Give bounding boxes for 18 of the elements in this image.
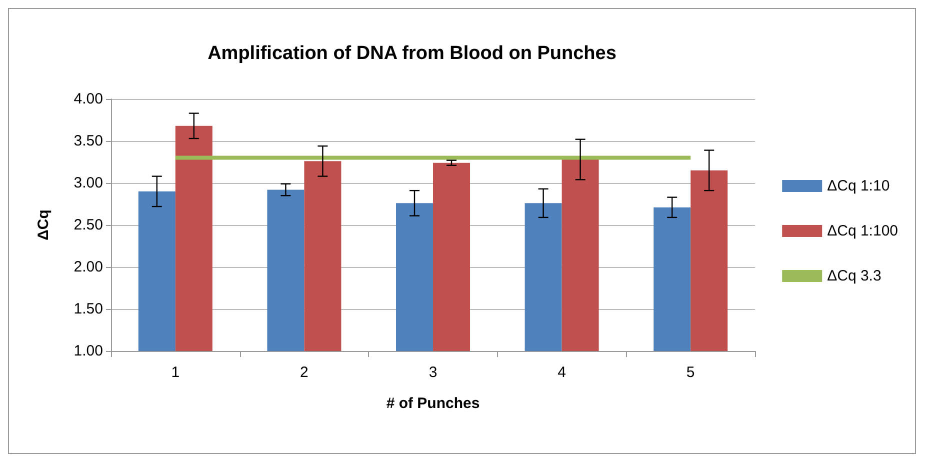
x-tick-label: 3 [428,364,438,381]
legend-label: ΔCq 1:100 [827,222,898,240]
y-tick-label: 2.50 [74,216,103,234]
legend-label: ΔCq 3.3 [827,268,882,284]
y-axis-title: ΔCq [35,210,52,240]
legend-label: ΔCq 1:10 [827,178,890,194]
x-tick-label: 1 [171,364,180,381]
x-tick-label: 2 [300,364,308,381]
y-tick-label: 3.00 [74,174,103,192]
y-tick-label: 3.50 [74,132,103,150]
y-tick-label: 2.00 [74,258,103,276]
y-tick-label: 4.00 [74,90,103,108]
y-tick-label: 1.50 [74,300,103,318]
y-tick-label: 1.00 [74,342,103,360]
x-tick-label: 4 [558,364,566,381]
x-tick-label: 5 [686,364,695,381]
x-axis-title: # of Punches [386,395,480,412]
chart-title: Amplification of DNA from Blood on Punches [208,43,616,64]
